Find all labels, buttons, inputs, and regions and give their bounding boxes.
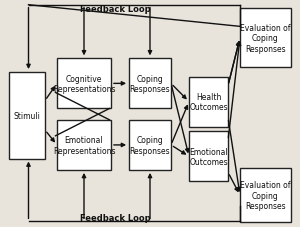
FancyBboxPatch shape bbox=[189, 77, 228, 127]
Text: Emotional
Outcomes: Emotional Outcomes bbox=[189, 147, 228, 166]
Text: Evaluation of
Coping
Responses: Evaluation of Coping Responses bbox=[240, 180, 291, 210]
FancyBboxPatch shape bbox=[189, 132, 228, 182]
FancyBboxPatch shape bbox=[240, 168, 291, 222]
Text: Health
Outcomes: Health Outcomes bbox=[189, 92, 228, 112]
Text: Coping
Responses: Coping Responses bbox=[130, 74, 170, 94]
FancyBboxPatch shape bbox=[129, 59, 171, 109]
Text: Stimuli: Stimuli bbox=[14, 111, 40, 120]
FancyBboxPatch shape bbox=[240, 9, 291, 68]
FancyBboxPatch shape bbox=[129, 120, 171, 170]
FancyBboxPatch shape bbox=[57, 59, 111, 109]
Text: Feedback Loop: Feedback Loop bbox=[80, 213, 151, 222]
FancyBboxPatch shape bbox=[9, 73, 45, 159]
Text: Feedback Loop: Feedback Loop bbox=[80, 5, 151, 14]
FancyBboxPatch shape bbox=[57, 120, 111, 170]
Text: Emotional
Representations: Emotional Representations bbox=[53, 136, 115, 155]
Text: Evaluation of
Coping
Responses: Evaluation of Coping Responses bbox=[240, 24, 291, 53]
Text: Coping
Responses: Coping Responses bbox=[130, 136, 170, 155]
Text: Cognitive
Representations: Cognitive Representations bbox=[53, 74, 115, 94]
